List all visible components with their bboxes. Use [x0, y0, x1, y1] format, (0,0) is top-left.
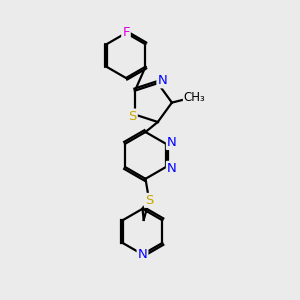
Text: N: N — [167, 162, 177, 175]
Text: N: N — [158, 74, 167, 87]
Text: N: N — [138, 248, 147, 262]
Text: F: F — [122, 26, 130, 39]
Text: N: N — [167, 136, 177, 149]
Text: CH₃: CH₃ — [184, 91, 206, 104]
Text: S: S — [145, 194, 153, 207]
Text: S: S — [128, 110, 137, 123]
